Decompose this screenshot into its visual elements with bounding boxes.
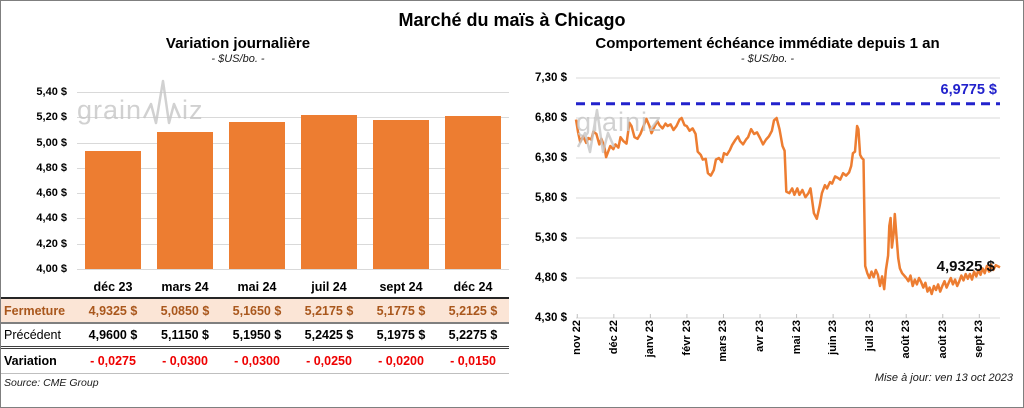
line-chart-y-axis: 7,30 $ 6,80 $ 6,30 $ 5,80 $ 5,30 $ 4,80 $ 4,30… xyxy=(512,72,576,324)
reference-value-label: 6,9775 $ xyxy=(940,81,997,98)
chart-panels: Variation journalière - $US/bo. - 5,40 $… xyxy=(1,31,1023,389)
value-cell: 5,1775 $ xyxy=(376,303,426,318)
bar-chart: 5,40 $ 5,20 $ 5,00 $ 4,80 $ 4,60 $ 4,40 $ 4,20… xyxy=(1,79,512,275)
row-label: Variation xyxy=(4,354,57,368)
right-chart-unit: - $US/bo. - xyxy=(740,53,795,65)
left-chart-title: Variation journalière xyxy=(165,35,311,52)
bar-chart-y-axis: 5,40 $ 5,20 $ 5,00 $ 4,80 $ 4,60 $ 4,40 $ 4,20… xyxy=(1,86,77,275)
x-tick-label: juil 23 xyxy=(863,320,876,352)
grainwiz-watermark: grain iz xyxy=(77,79,204,126)
value-cell: 4,9600 $ xyxy=(88,328,138,342)
y-tick-label: 4,30 $ xyxy=(535,312,567,324)
line-chart-x-axis: nov 22 déc 22 janv 23 févr 23 mars 23 avr 23 m… xyxy=(571,318,1000,374)
gridline xyxy=(77,218,509,220)
line-chart: 7,30 $ 6,80 $ 6,30 $ 5,80 $ 5,30 $ 4,80 $ 4,30… xyxy=(512,72,1023,362)
watermark-spike-icon xyxy=(142,79,182,125)
value-cell: 5,0850 $ xyxy=(160,303,210,318)
value-cell: - 0,0250 xyxy=(306,354,352,368)
last-value-label: 4,9325 $ xyxy=(936,258,995,276)
value-cell: 5,2175 $ xyxy=(304,303,354,318)
x-tick-label: sept 23 xyxy=(973,320,986,358)
bar-déc 23 xyxy=(85,151,141,269)
value-cell: 5,1950 $ xyxy=(232,328,282,342)
value-cell: - 0,0150 xyxy=(450,354,496,368)
update-note: Mise à jour: ven 13 oct 2023 xyxy=(874,372,1013,384)
y-tick-label: 4,80 $ xyxy=(535,272,567,284)
watermark-text-grain: grain xyxy=(77,95,143,125)
row-label: Fermeture xyxy=(4,303,66,318)
value-cell: 5,2425 $ xyxy=(304,328,354,342)
x-tick-label: janv 23 xyxy=(644,320,657,358)
table-header-row: déc 23 mars 24 mai 24 juil 24 sept 24 déc 24 xyxy=(1,276,509,299)
y-tick-label: 5,40 $ xyxy=(36,86,67,98)
row-label: Précédent xyxy=(4,328,61,342)
gridline xyxy=(77,243,509,245)
x-tick-label: août 23 xyxy=(936,320,949,359)
y-tick-label: 5,30 $ xyxy=(535,232,567,244)
source-note: Source: CME Group xyxy=(4,377,99,389)
price-line-svg xyxy=(574,77,1001,319)
price-line xyxy=(574,116,1001,296)
bar-mai 24 xyxy=(229,121,285,269)
value-cell: 4,9325 $ xyxy=(88,303,138,318)
front-month-panel: Comportement échéance immédiate depuis 1… xyxy=(512,31,1023,389)
column-header: déc 24 xyxy=(453,279,493,294)
column-header: déc 23 xyxy=(93,279,133,294)
x-tick-label: mai 23 xyxy=(790,320,803,355)
gridline xyxy=(77,167,509,169)
value-cell: 5,2275 $ xyxy=(448,328,498,342)
x-tick-label: mars 23 xyxy=(717,320,730,362)
value-cell: - 0,0300 xyxy=(162,354,208,368)
bar-déc 24 xyxy=(445,115,501,269)
table-row-variation: Variation - 0,0275 - 0,0300 - 0,0300 - 0,025… xyxy=(1,349,509,374)
x-tick-label: févr 23 xyxy=(680,320,693,356)
x-tick-label: août 23 xyxy=(900,320,913,359)
value-cell: - 0,0275 xyxy=(90,354,136,368)
y-tick-label: 7,30 $ xyxy=(535,72,567,84)
x-tick-label: avr 23 xyxy=(754,320,767,352)
bar-mars 24 xyxy=(157,131,213,269)
y-tick-label: 4,20 $ xyxy=(36,237,67,250)
gridline xyxy=(77,92,509,93)
value-cell: 5,2125 $ xyxy=(448,303,498,318)
left-chart-unit: - $US/bo. - xyxy=(211,53,265,65)
y-tick-label: 6,80 $ xyxy=(535,112,567,124)
table-row-precedent: Précédent 4,9600 $ 5,1150 $ 5,1950 $ 5,2425 … xyxy=(1,324,509,349)
column-header: mai 24 xyxy=(237,279,277,294)
gridline xyxy=(77,142,509,144)
line-chart-plot-area: 6,9775 $ 4,9325 $ nov 22 déc 22 janv 23 fév… xyxy=(571,77,1001,362)
value-cell: - 0,0200 xyxy=(378,354,424,368)
y-tick-label: 5,80 $ xyxy=(535,192,567,204)
watermark-text-iz: iz xyxy=(182,95,204,125)
daily-variation-panel: Variation journalière - $US/bo. - 5,40 $… xyxy=(1,31,512,389)
bar-sept 24 xyxy=(373,120,429,269)
value-cell: 5,1975 $ xyxy=(376,328,426,342)
column-header: sept 24 xyxy=(379,279,423,294)
x-tick-label: déc 22 xyxy=(607,320,620,355)
y-tick-label: 4,40 $ xyxy=(36,212,67,225)
column-header: mars 24 xyxy=(161,279,209,294)
gridline xyxy=(77,117,509,119)
y-tick-label: 5,00 $ xyxy=(36,136,67,149)
price-table: déc 23 mars 24 mai 24 juil 24 sept 24 déc 24 F… xyxy=(1,276,509,374)
value-cell: 5,1150 $ xyxy=(161,328,209,342)
value-cell: 5,1650 $ xyxy=(232,303,282,318)
y-tick-label: 5,20 $ xyxy=(36,111,67,124)
x-tick-label: juin 23 xyxy=(827,320,840,355)
bar-juil 24 xyxy=(301,115,357,269)
bar-chart-plot-area: grain iz xyxy=(77,79,509,270)
value-cell: - 0,0300 xyxy=(234,354,280,368)
x-tick-label: nov 22 xyxy=(571,320,584,355)
y-tick-label: 4,80 $ xyxy=(36,161,67,174)
y-tick-label: 4,60 $ xyxy=(36,187,67,200)
gridline xyxy=(77,269,509,270)
y-tick-label: 4,00 $ xyxy=(36,263,67,275)
gridline xyxy=(77,193,509,195)
y-tick-label: 6,30 $ xyxy=(535,152,567,164)
page-title: Marché du maïs à Chicago xyxy=(398,10,626,30)
column-header: juil 24 xyxy=(311,279,347,294)
table-row-fermeture: Fermeture 4,9325 $ 5,0850 $ 5,1650 $ 5,2175 … xyxy=(1,299,509,324)
right-chart-title: Comportement échéance immédiate depuis 1… xyxy=(595,35,940,52)
